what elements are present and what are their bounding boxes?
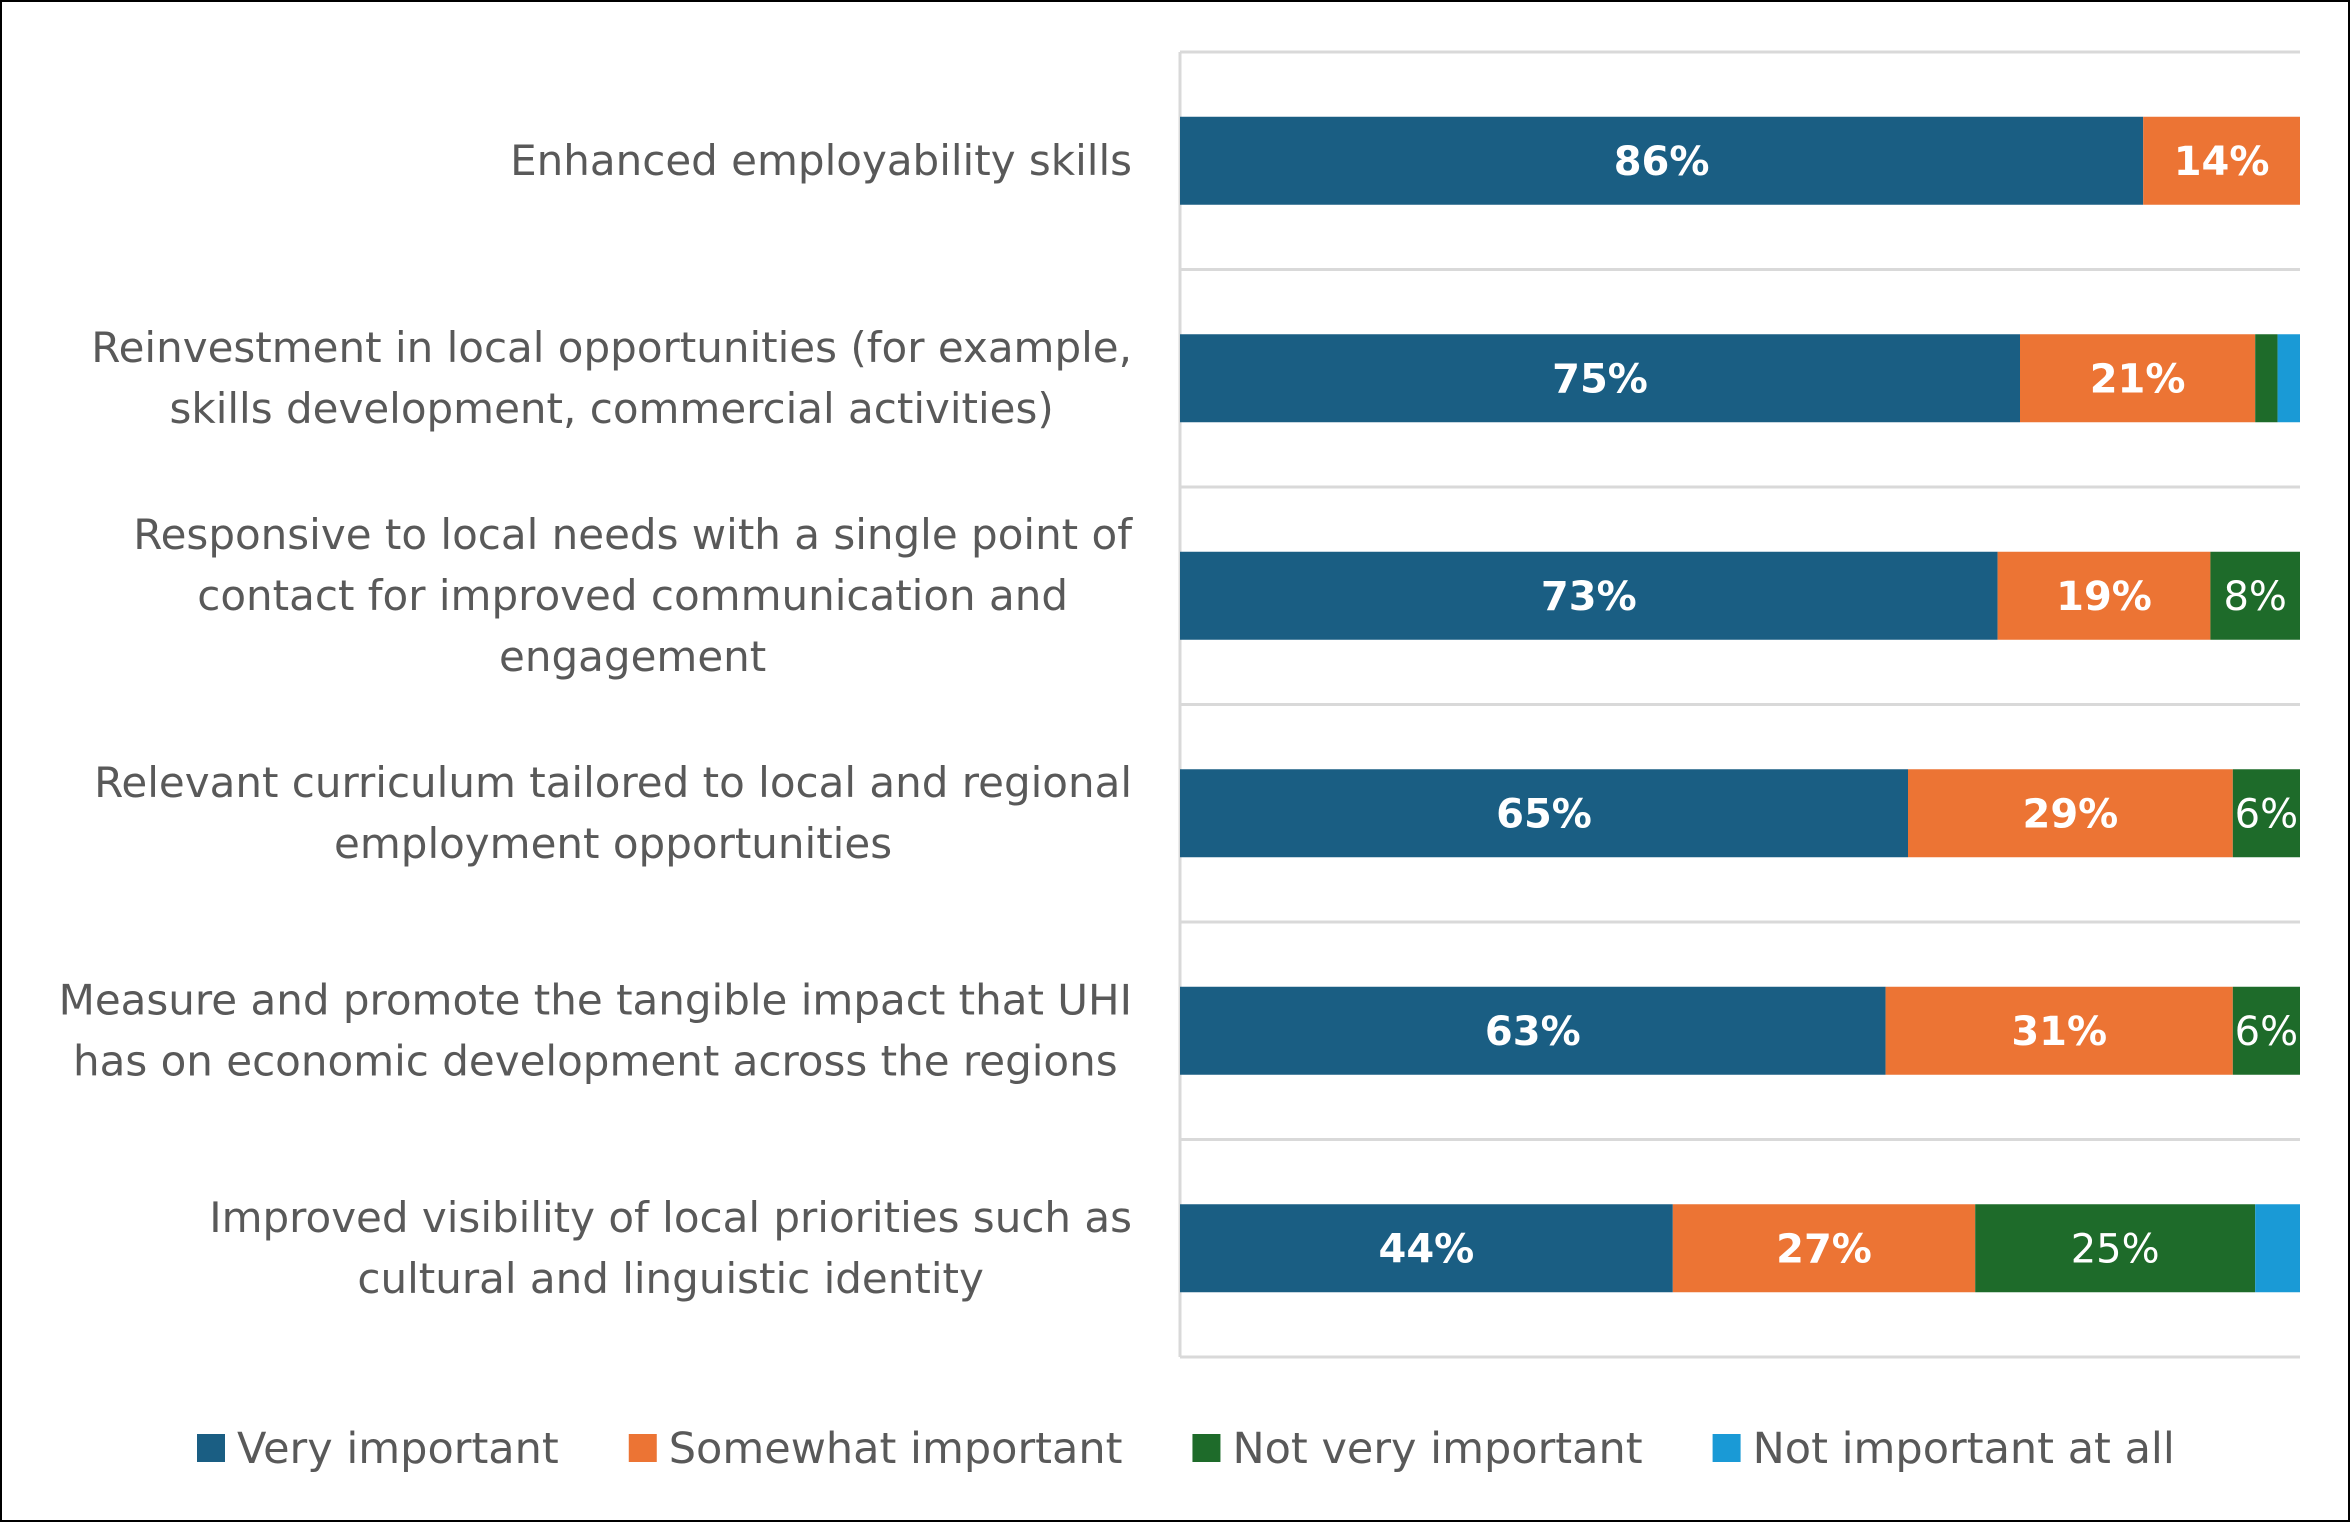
data-label: 19% [2056,574,2152,620]
bar-segment [1180,769,1908,858]
legend-label: Very important [237,1424,559,1474]
data-label: 29% [2023,791,2119,837]
legend-swatch [1192,1434,1221,1462]
data-label: 8% [2223,574,2286,620]
category-label: Improved visibility of local priorities … [209,1193,1132,1303]
bar-segment [1180,1204,1673,1293]
legend-swatch [197,1434,225,1462]
category-label: Reinvestment in local opportunities (for… [91,323,1132,433]
bar-segment [1672,1204,1976,1293]
bar-segment [2255,1204,2300,1293]
bar-segment [2232,769,2300,858]
legend-label: Not important at all [1753,1424,2175,1474]
data-label: 6% [2235,791,2298,837]
category-label: Enhanced employability skills [510,136,1132,185]
bar-segment [2232,986,2300,1075]
data-label: 27% [1776,1226,1872,1272]
bar-segment [1885,986,2233,1075]
data-label: 75% [1552,356,1648,402]
legend-item: Not important at all [1712,1424,2175,1474]
bar-segment [2020,334,2256,423]
legend: Very important Somewhat important Not very… [197,1424,2175,1474]
data-label: 14% [2174,139,2270,185]
category-label: Responsive to local needs with a single … [133,510,1133,681]
legend-swatch [628,1434,657,1462]
bar-segment [1180,116,2144,205]
legend-item: Not very important [1192,1424,1643,1474]
bar-segment [1180,986,1886,1075]
bar-segment [1180,334,2020,423]
label-layer: 86% 14% 75% 21% 73% 19% 8% 65% 29% 6% 63% 31% 6% 44% 2… [1379,139,2299,1273]
data-label: 6% [2235,1009,2298,1055]
legend-swatch [1712,1434,1741,1462]
legend-label: Not very important [1232,1424,1642,1474]
bar-segment [1997,551,2211,640]
data-label: 65% [1496,791,1592,837]
data-label: 21% [2090,356,2186,402]
bar-layer [1180,116,2300,1293]
data-label: 73% [1541,574,1637,620]
category-label: Relevant curriculum tailored to local an… [94,758,1132,868]
bar-segment [1908,769,2233,858]
bar-segment [1180,551,1998,640]
data-label: 44% [1379,1226,1475,1272]
category-layer: Enhanced employability skills Reinvestmen… [59,136,1134,1303]
bar-segment [2255,334,2278,423]
bar-segment [2210,551,2300,640]
data-label: 25% [2071,1226,2160,1272]
legend-item: Very important [197,1424,559,1474]
data-label: 86% [1614,139,1710,185]
bar-segment [2143,116,2300,205]
data-label: 31% [2011,1009,2107,1055]
legend-label: Somewhat important [669,1424,1123,1474]
bar-segment [1975,1204,2256,1293]
grid-layer [1178,50,2300,1359]
data-label: 63% [1485,1009,1581,1055]
category-label: Measure and promote the tangible impact … [59,975,1132,1085]
legend-item: Somewhat important [628,1424,1123,1474]
bar-segment [2277,334,2300,423]
